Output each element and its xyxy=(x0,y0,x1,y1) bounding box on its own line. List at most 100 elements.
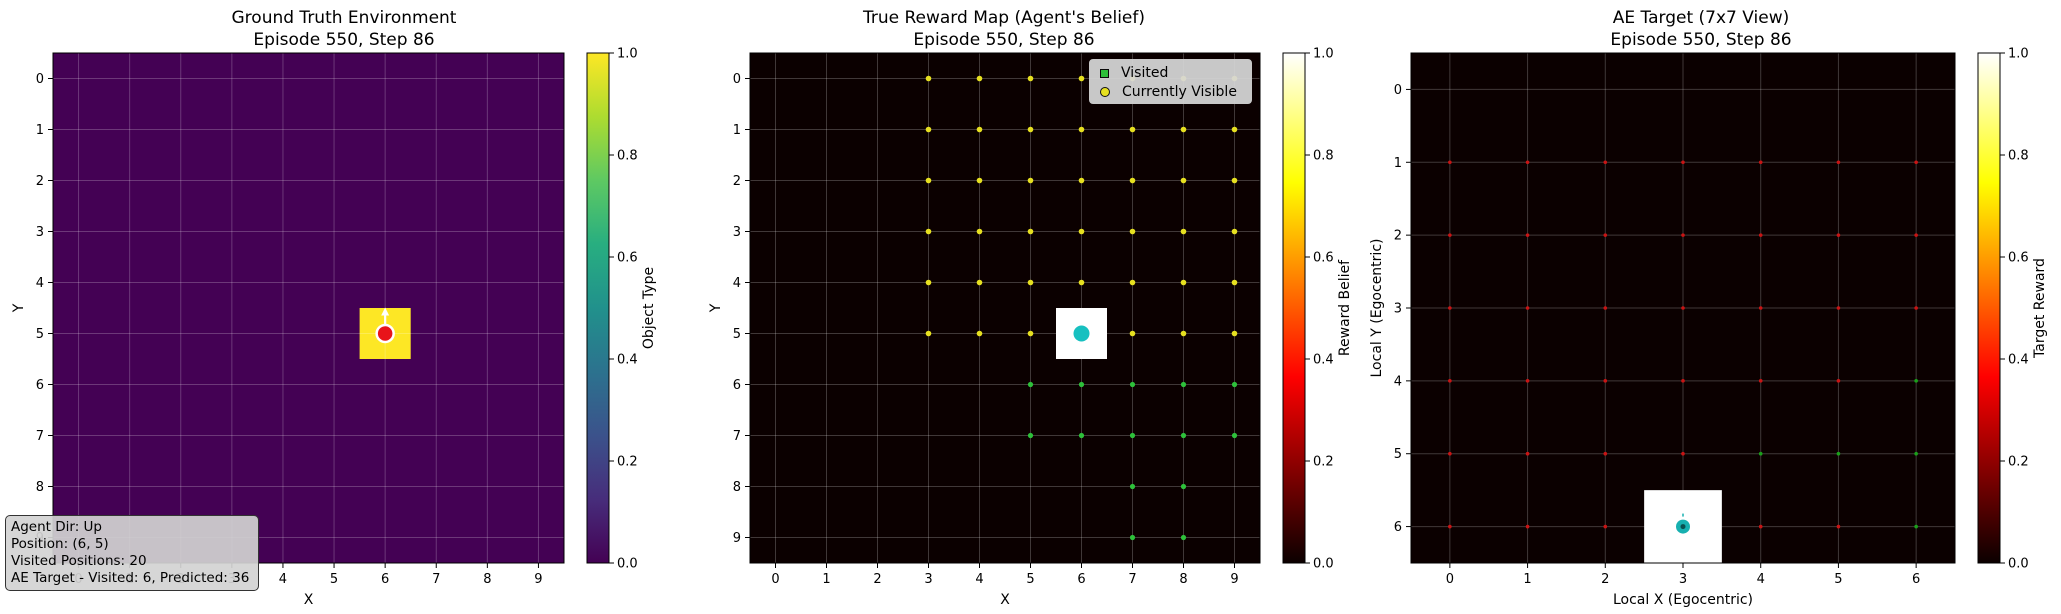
y-tick-label: 0 xyxy=(733,72,741,87)
x-tick-label: 3 xyxy=(924,572,932,587)
colorbar-reward-belief: 0.0 0.2 0.4 0.6 0.8 1.0 Reward Belief xyxy=(1282,47,1353,572)
visible-point xyxy=(1180,228,1187,235)
title-ground-truth: Ground Truth Environment Episode 550, St… xyxy=(232,8,457,50)
y-axis-label: Y xyxy=(11,303,27,313)
visited-point xyxy=(1129,381,1136,388)
x-tick-label: 0 xyxy=(1446,572,1454,587)
y-tick-label: 3 xyxy=(36,225,44,240)
x-tick-label: 6 xyxy=(1912,572,1920,587)
colorbar-tick-label: 1.0 xyxy=(1313,47,1334,62)
target-point-red xyxy=(1681,379,1685,383)
visible-point xyxy=(925,228,932,235)
heatmap-background xyxy=(750,53,1260,563)
target-point-red xyxy=(1603,233,1608,237)
visible-point xyxy=(1129,228,1136,235)
colorbar-tick-label: 0.4 xyxy=(2008,353,2029,368)
info-visited-positions: Visited Positions: 20 xyxy=(11,553,147,569)
title-line-1: Ground Truth Environment xyxy=(232,8,457,28)
colorbar-tick-label: 0.8 xyxy=(2008,149,2029,164)
x-tick-label: 6 xyxy=(1077,572,1085,587)
target-point-red xyxy=(1758,160,1763,165)
x-tick-label: 5 xyxy=(1834,572,1842,587)
visible-point xyxy=(1078,75,1085,82)
agent-direction-arrowhead xyxy=(381,307,390,316)
x-tick-label: 4 xyxy=(975,572,983,587)
y-tick-label: 4 xyxy=(733,276,741,291)
reward-map-heatmap: 0 1 2 3 4 5 6 7 8 9 0 1 2 3 4 5 6 7 8 9 X Y xyxy=(708,52,1261,608)
colorbar-label: Reward Belief xyxy=(1337,259,1353,356)
target-point-red xyxy=(1448,160,1452,165)
colorbar-tick-label: 0.4 xyxy=(1313,353,1334,368)
x-tick-label: 2 xyxy=(1601,572,1609,587)
colorbar-tick-label: 0.2 xyxy=(2008,455,2029,470)
ae-target-heatmap: 0 1 2 3 4 5 6 0 1 2 3 4 5 6 Local X (Egocentric) Local … xyxy=(1369,52,1956,608)
x-tick-label: 4 xyxy=(1757,572,1765,587)
target-point-red xyxy=(1758,379,1763,383)
y-tick-label: 7 xyxy=(36,429,44,444)
target-point-red xyxy=(1914,160,1918,165)
y-tick-label: 9 xyxy=(733,531,741,546)
y-tick-label: 3 xyxy=(1394,302,1402,317)
target-point-red xyxy=(1758,233,1763,237)
colorbar-target-reward: 0.0 0.2 0.4 0.6 0.8 1.0 Target Reward xyxy=(1977,47,2048,572)
title-line-2: Episode 550, Step 86 xyxy=(1610,30,1791,50)
visible-point xyxy=(925,279,932,286)
y-tick-label: 2 xyxy=(733,174,741,189)
legend: Visited Currently Visible xyxy=(1089,59,1252,104)
agent-marker-center xyxy=(1680,524,1686,530)
y-tick-label: 6 xyxy=(733,378,741,393)
legend-entry-visited: Visited xyxy=(1100,64,1168,82)
x-tick-label: 5 xyxy=(1026,572,1034,587)
x-tick-label: 3 xyxy=(1679,572,1687,587)
target-point-red xyxy=(1758,306,1763,310)
visible-point xyxy=(1027,228,1034,235)
legend-marker-visible xyxy=(1100,87,1110,97)
y-tick-label: 2 xyxy=(36,174,44,189)
colorbar-label: Target Reward xyxy=(2032,258,2048,359)
visited-point xyxy=(1078,381,1085,388)
colorbar-tick-label: 0.2 xyxy=(1313,455,1334,470)
target-point-red xyxy=(1836,524,1841,529)
target-point-red xyxy=(1603,451,1608,456)
visited-point xyxy=(1027,432,1034,439)
target-point-red xyxy=(1525,306,1530,310)
visible-point xyxy=(976,177,983,184)
visible-point xyxy=(1078,126,1085,133)
visible-point xyxy=(1231,228,1238,235)
colorbar-tick-label: 0.8 xyxy=(617,149,638,164)
y-tick-label: 4 xyxy=(36,276,44,291)
x-tick-label: 9 xyxy=(1230,572,1238,587)
target-point-red xyxy=(1448,306,1452,310)
y-axis-label: Y xyxy=(708,303,724,313)
visited-point xyxy=(1129,432,1136,439)
target-point-green xyxy=(1914,379,1918,383)
target-point-red xyxy=(1448,233,1452,237)
target-point-red xyxy=(1914,306,1918,310)
x-tick-label: 6 xyxy=(381,572,389,587)
y-tick-label: 5 xyxy=(733,327,741,342)
target-point-red xyxy=(1681,306,1685,310)
legend-marker-visited xyxy=(1100,68,1109,78)
y-tick-label: 1 xyxy=(733,123,741,138)
title-reward-map: True Reward Map (Agent's Belief) Episode… xyxy=(862,8,1145,50)
colorbar-gradient xyxy=(1282,52,1306,564)
y-tick-label: 5 xyxy=(36,327,44,342)
info-ae-target: AE Target - Visited: 6, Predicted: 36 xyxy=(11,570,250,586)
colorbar-gradient xyxy=(1977,52,2001,564)
target-point-red xyxy=(1525,379,1530,383)
colorbar-tick-label: 1.0 xyxy=(2008,47,2029,62)
colorbar-tick-label: 0.0 xyxy=(2008,557,2029,572)
info-position: Position: (6, 5) xyxy=(11,536,109,552)
visible-point xyxy=(1027,279,1034,286)
colorbar-tick-label: 0.0 xyxy=(1313,557,1334,572)
target-point-red xyxy=(1836,306,1841,310)
visible-point xyxy=(925,126,932,133)
agent-marker xyxy=(1073,325,1090,342)
target-point-red xyxy=(1603,379,1608,383)
title-ae-target: AE Target (7x7 View) Episode 550, Step 8… xyxy=(1610,8,1791,50)
visited-point xyxy=(1231,381,1238,388)
x-tick-label: 8 xyxy=(1179,572,1187,587)
visited-point xyxy=(1129,483,1136,490)
